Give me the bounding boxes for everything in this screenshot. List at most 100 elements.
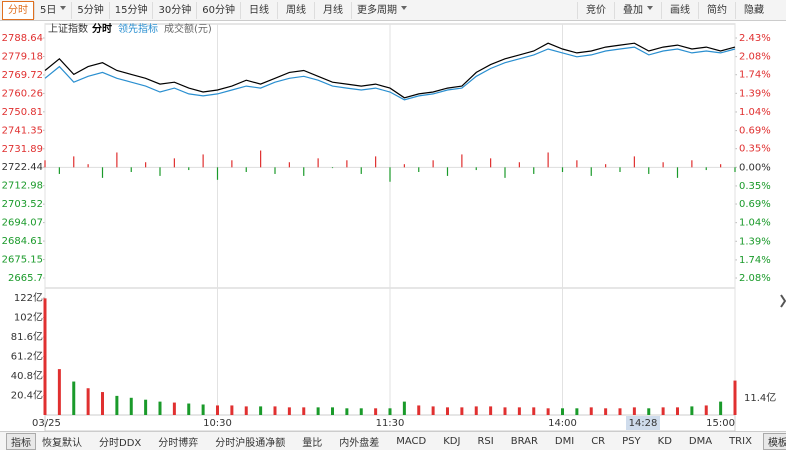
y2-tick-label: 2.08% — [739, 273, 771, 284]
y-tick-label: 122亿 — [14, 291, 43, 304]
tool-button[interactable]: 简约 — [698, 1, 735, 19]
indicator-bar — [705, 167, 707, 171]
tool-button[interactable]: 叠加 — [614, 1, 661, 19]
volume-bar — [129, 397, 133, 415]
collapse-arrow[interactable] — [780, 294, 786, 308]
indicator-tab[interactable]: TRIX — [729, 435, 752, 447]
indicator-bar — [547, 152, 549, 168]
y-tick-label: 20.4亿 — [11, 389, 43, 402]
price-line — [44, 42, 736, 99]
y2-tick-label: 0.69% — [739, 126, 771, 137]
volume-bar — [460, 407, 464, 415]
indicator-bar — [691, 160, 693, 168]
cursor-value: 11.4亿 — [744, 391, 776, 404]
indicator-tab[interactable]: KD — [657, 435, 672, 447]
indicator-bar — [231, 160, 233, 168]
volume-bar — [618, 408, 622, 415]
period-button[interactable]: 日线 — [239, 1, 277, 19]
volume-bar — [158, 401, 162, 415]
indicator-tab[interactable]: PSY — [622, 435, 641, 447]
indicator-tab[interactable]: RSI — [477, 435, 494, 447]
indicator-tab[interactable]: MACD — [396, 435, 427, 447]
indicator-tab[interactable]: DMI — [554, 435, 575, 447]
y-tick-label: 2760.26 — [2, 88, 43, 99]
indicator-bar — [58, 167, 60, 174]
y2-tick-label: 0.35% — [739, 181, 771, 192]
indicator-bar — [576, 160, 578, 168]
indicator-tab[interactable]: 模板 — [762, 432, 786, 450]
indicator-bar — [504, 167, 506, 178]
volume-bar — [661, 407, 665, 415]
y2-tick-label: 1.04% — [739, 107, 771, 118]
cursor-box — [626, 416, 660, 430]
indicator-bar — [245, 167, 247, 172]
indicator-bar — [418, 167, 420, 172]
y-tick-label: 102亿 — [14, 311, 43, 324]
indicator-bar — [159, 167, 161, 176]
indicator-tab[interactable]: 分时博弈 — [158, 437, 199, 449]
indicator-tab[interactable]: 分时沪股通净额 — [215, 437, 286, 449]
period-button[interactable]: 5分钟 — [71, 1, 108, 19]
y-tick-label: 2675.15 — [2, 255, 43, 266]
period-button[interactable]: 更多周期 — [350, 1, 412, 19]
y-tick-label: 81.6亿 — [11, 330, 43, 343]
toolbar: 分时 5日 5分钟 15分钟 30分钟 60分钟 日线 周线 月线 更多周期 竞价 叠加 画线 简约 隐藏 — [0, 0, 786, 21]
indicator-bar — [216, 167, 219, 180]
volume-bar — [632, 407, 636, 415]
period-button[interactable]: 30分钟 — [152, 1, 196, 19]
y-tick-label: 2769.72 — [2, 70, 43, 81]
volume-bar — [115, 395, 119, 415]
legend-title: 上证指数 — [48, 22, 88, 35]
indicator-tab[interactable]: 恢复默认 — [42, 437, 82, 449]
volume-bar — [172, 402, 176, 415]
volume-bar — [690, 406, 694, 415]
x-tick-label: 03/25 — [32, 418, 61, 429]
period-button[interactable]: 5日 — [34, 1, 71, 19]
volume-bar — [316, 407, 320, 415]
volume-bar — [388, 408, 392, 415]
volume-bar — [733, 380, 737, 415]
period-button[interactable]: 周线 — [276, 1, 314, 19]
volume-bar — [561, 408, 564, 415]
volume-bar — [489, 406, 493, 415]
indicator-bar — [116, 152, 118, 168]
volume-bar — [302, 407, 306, 415]
indicator-bar — [590, 167, 592, 176]
indicator-bar — [676, 167, 679, 178]
volume-bar — [216, 405, 219, 415]
tool-button[interactable]: 竞价 — [577, 1, 614, 19]
cursor-label: 14:28 — [629, 418, 658, 429]
indicator-tab[interactable]: 指标 — [6, 432, 36, 450]
tool-button[interactable]: 画线 — [661, 1, 698, 19]
volume-bar — [230, 405, 234, 415]
indicator-bar — [633, 156, 635, 168]
period-button[interactable]: 月线 — [313, 1, 351, 19]
indicator-bar — [288, 162, 290, 168]
y2-tick-label: 0.69% — [739, 199, 771, 210]
indicator-tab[interactable]: CR — [591, 435, 606, 447]
volume-bar — [101, 392, 104, 415]
indicator-bar — [331, 167, 334, 169]
period-button[interactable]: 15分钟 — [108, 1, 153, 19]
volume-bar — [532, 407, 536, 415]
tool-button[interactable]: 隐藏 — [735, 1, 786, 19]
legend-item: 成交额(元) — [164, 22, 212, 35]
indicator-tab[interactable]: KDJ — [443, 435, 461, 447]
y-tick-label: 40.8亿 — [11, 369, 43, 382]
y-tick-label: 2684.61 — [2, 236, 43, 247]
indicator-tab[interactable]: DMA — [688, 435, 713, 447]
indicator-bar — [720, 164, 722, 168]
y-tick-label: 2741.35 — [2, 125, 43, 136]
indicator-bar — [605, 164, 607, 168]
indicator-tab[interactable]: BRAR — [510, 435, 538, 447]
volume-bar — [546, 408, 550, 415]
indicator-tab[interactable]: 内外盘差 — [339, 437, 380, 449]
indicator-tab[interactable]: 分时DDX — [99, 437, 142, 449]
indicator-bar — [734, 167, 736, 172]
indicator-bar — [202, 154, 204, 168]
indicator-tab[interactable]: 量比 — [302, 437, 323, 449]
indicator-bar — [533, 167, 535, 174]
period-button[interactable]: 60分钟 — [196, 1, 240, 19]
y-tick-label: 2712.98 — [2, 181, 43, 192]
price-line — [44, 46, 736, 101]
